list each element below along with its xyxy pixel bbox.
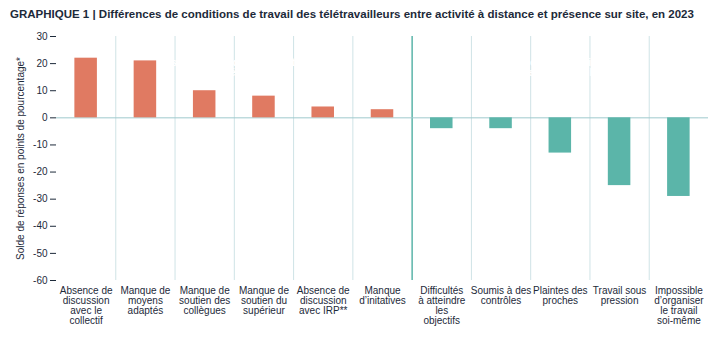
svg-text:Des difficultés qui diminuente: Des difficultés qui diminuenten télétrav… xyxy=(489,56,633,79)
svg-text:Impossibled’organiserle travai: Impossibled’organiserle travailsoi-même xyxy=(654,285,704,326)
svg-text:Absence dediscussionavec lecol: Absence dediscussionavec lecollectif xyxy=(60,285,113,326)
svg-text:30: 30 xyxy=(36,31,48,42)
html-text:GRAPHIQUE 1 | Différences de c: GRAPHIQUE 1 | Différences de conditions … xyxy=(10,8,694,20)
svg-text:Manque demoyensadaptés: Manque demoyensadaptés xyxy=(120,285,170,316)
svg-text:Travail souspression: Travail souspression xyxy=(593,285,647,306)
svg-text:-60: -60 xyxy=(33,275,48,286)
svg-text:-30: -30 xyxy=(33,193,48,204)
svg-text:Solde de réponses en points de: Solde de réponses en points de pourcenta… xyxy=(15,57,26,260)
svg-text:Manque desoutien dusupérieur: Manque desoutien dusupérieur xyxy=(239,285,289,316)
svg-text:-50: -50 xyxy=(33,248,48,259)
svg-text:10: 10 xyxy=(36,85,48,96)
svg-text:-40: -40 xyxy=(33,220,48,231)
svg-text:0: 0 xyxy=(42,112,48,123)
svg-text:Difficultésà atteindrelesobjec: Difficultésà atteindrelesobjectifs xyxy=(418,285,466,326)
svg-text:Soumis à descontrôles: Soumis à descontrôles xyxy=(471,285,532,306)
svg-text:20: 20 xyxy=(36,58,48,69)
svg-text:Absence dediscussionavec IRP**: Absence dediscussionavec IRP** xyxy=(297,285,350,316)
svg-text:-10: -10 xyxy=(33,139,48,150)
svg-text:Manque desoutien descollègues: Manque desoutien descollègues xyxy=(179,285,230,316)
svg-text:Des difficultés qui augmentent: Des difficultés qui augmententen télétra… xyxy=(158,56,311,79)
svg-text:Manqued’initatives: Manqued’initatives xyxy=(359,285,406,306)
svg-text:-20: -20 xyxy=(33,166,48,177)
svg-text:Plaintes desproches: Plaintes desproches xyxy=(533,285,587,306)
